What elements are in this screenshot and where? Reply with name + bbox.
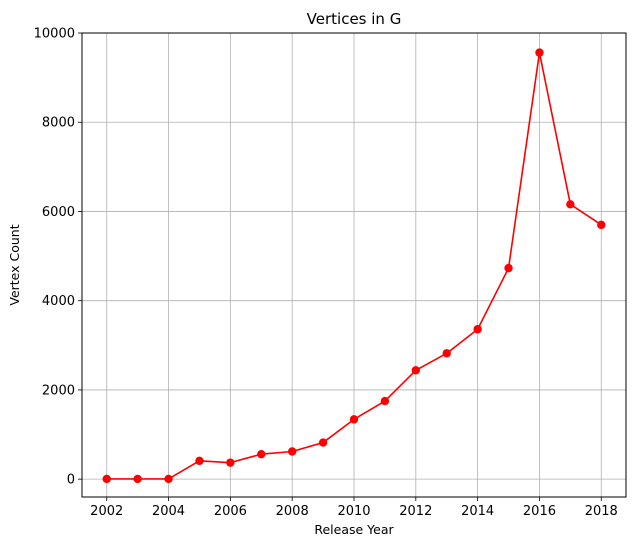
y-tick-label: 10000 [34, 27, 75, 42]
y-tick-label: 4000 [42, 294, 75, 309]
axis-ticks: 2002 2004 2006 2008 2010 2012 2014 2016 2018 0 200… [34, 27, 618, 520]
x-tick-label: 2018 [585, 504, 618, 519]
data-point [597, 220, 606, 230]
y-tick-label: 2000 [42, 383, 75, 398]
chart-title: Vertices in G [307, 10, 402, 28]
data-point [287, 447, 297, 456]
x-tick-label: 2014 [461, 504, 494, 519]
data-point [473, 325, 482, 334]
data-point [349, 415, 359, 424]
x-tick-label: 2016 [523, 504, 556, 519]
data-point [566, 200, 575, 209]
data-point [318, 438, 328, 447]
data-point [102, 474, 111, 484]
data-point [257, 449, 266, 459]
x-tick-label: 2012 [399, 504, 432, 519]
data-point [411, 366, 421, 375]
y-axis-label: Vertex Count [7, 224, 22, 305]
x-tick-label: 2006 [214, 504, 247, 519]
y-tick-label: 8000 [42, 116, 75, 131]
data-point [195, 456, 204, 466]
data-point [442, 349, 451, 358]
data-point [133, 474, 142, 484]
plot-series [102, 48, 606, 484]
data-point [164, 474, 173, 484]
x-axis-label: Release Year [314, 522, 394, 537]
data-point [504, 263, 513, 273]
y-tick-label: 6000 [42, 205, 75, 220]
x-tick-label: 2004 [152, 504, 185, 519]
data-point [226, 458, 235, 467]
data-point [535, 48, 544, 57]
x-tick-label: 2008 [276, 504, 309, 519]
data-point [380, 396, 390, 406]
y-tick-label: 0 [67, 473, 75, 488]
x-tick-label: 2002 [90, 504, 123, 519]
x-tick-label: 2010 [337, 504, 370, 519]
